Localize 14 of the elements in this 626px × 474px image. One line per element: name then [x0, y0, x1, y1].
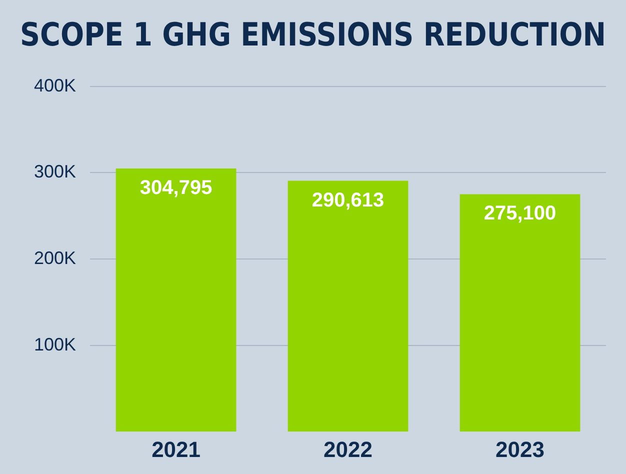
bar — [460, 194, 580, 432]
y-tick-label: 300K — [34, 162, 76, 182]
bar — [116, 168, 236, 432]
x-tick-label: 2022 — [324, 436, 372, 462]
chart-title: SCOPE 1 GHG EMISSIONS REDUCTION — [20, 16, 606, 54]
bar — [288, 180, 408, 432]
data-label: 304,795 — [140, 177, 212, 200]
x-tick-label: 2023 — [496, 436, 544, 462]
data-label: 275,100 — [484, 202, 556, 225]
y-tick-label: 200K — [34, 248, 76, 268]
data-label: 290,613 — [312, 189, 384, 212]
y-tick-label: 100K — [34, 334, 76, 354]
x-tick-label: 2021 — [152, 436, 201, 462]
y-tick-label: 400K — [34, 75, 76, 96]
